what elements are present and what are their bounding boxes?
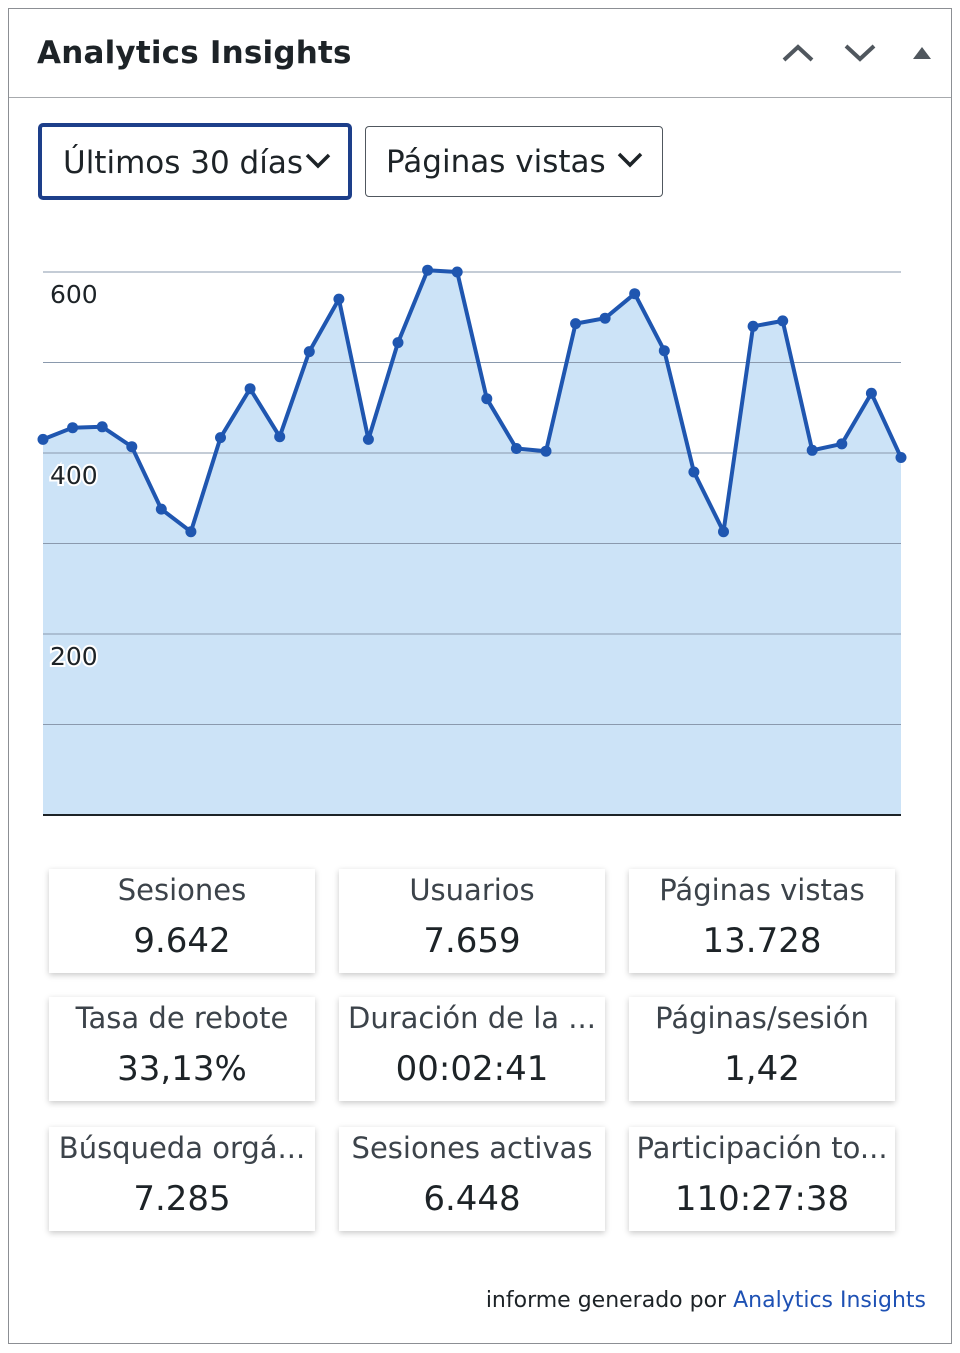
collapse-triangle-icon <box>913 47 931 59</box>
chart-data-point <box>658 345 670 357</box>
chevron-down-icon <box>305 153 331 169</box>
chart-data-point <box>599 312 611 324</box>
chart-data-point <box>274 431 286 443</box>
chart-data-point <box>392 337 404 349</box>
stat-label: Páginas vistas <box>659 873 865 907</box>
stat-card: Sesiones activas 6.448 <box>339 1127 605 1231</box>
stat-card: Participación to... 110:27:38 <box>629 1127 895 1231</box>
chart-data-point <box>67 422 79 434</box>
move-up-button[interactable] <box>775 31 821 75</box>
widget-title: Analytics Insights <box>37 35 352 71</box>
chart-y-tick-label: 400 <box>50 461 98 490</box>
chevron-down-icon <box>844 44 876 62</box>
chart-data-point <box>185 526 197 538</box>
stat-value: 1,42 <box>724 1049 800 1089</box>
chart-area-fill <box>43 270 901 815</box>
chart-data-point <box>806 444 818 456</box>
chart-data-point <box>895 452 907 463</box>
metric-select[interactable]: Páginas vistas <box>365 126 663 197</box>
stat-value: 00:02:41 <box>395 1049 549 1089</box>
period-select[interactable]: Últimos 30 días <box>39 124 351 199</box>
stat-value: 6.448 <box>423 1179 521 1219</box>
chart-y-tick-label: 200 <box>50 642 98 671</box>
chart-data-point <box>126 441 138 453</box>
chart-data-point <box>777 315 789 327</box>
stat-value: 7.285 <box>133 1179 231 1219</box>
stat-card: Búsqueda orgá... 7.285 <box>49 1127 315 1231</box>
chart-data-point <box>747 320 759 332</box>
chart-data-point <box>688 466 700 478</box>
widget-header: Analytics Insights <box>9 9 951 98</box>
chart-data-point <box>244 383 256 395</box>
stat-card: Páginas vistas 13.728 <box>629 869 895 973</box>
footer-text: informe generado por <box>485 1288 727 1313</box>
chart-data-point <box>718 526 729 538</box>
stat-card: Duración de la ... 00:02:41 <box>339 997 605 1101</box>
stat-label: Páginas/sesión <box>655 1001 869 1035</box>
chart-data-point <box>333 293 345 305</box>
report-footer: informe generado por Analytics Insights <box>486 1288 926 1313</box>
stat-card: Páginas/sesión 1,42 <box>629 997 895 1101</box>
chart-data-point <box>96 421 108 433</box>
stat-card: Tasa de rebote 33,13% <box>49 997 315 1101</box>
chart-data-point <box>422 264 434 276</box>
chart-data-point <box>451 266 463 278</box>
chart-data-point <box>303 346 315 358</box>
chart-data-point <box>215 432 226 444</box>
chart-data-point <box>510 443 522 454</box>
chevron-down-icon <box>617 152 643 168</box>
stat-card: Usuarios 7.659 <box>339 869 605 973</box>
pageviews-area-chart: 600 400 200 <box>37 264 907 816</box>
chart-data-point <box>570 318 582 330</box>
stat-card: Sesiones 9.642 <box>49 869 315 973</box>
chevron-up-icon <box>782 44 814 62</box>
stat-label: Duración de la ... <box>348 1001 596 1035</box>
chart-data-point <box>155 503 167 515</box>
stat-label: Participación to... <box>636 1131 888 1165</box>
footer-link[interactable]: Analytics Insights <box>733 1288 926 1313</box>
stat-value: 9.642 <box>133 921 231 961</box>
move-down-button[interactable] <box>837 31 883 75</box>
stat-label: Tasa de rebote <box>75 1001 289 1035</box>
stat-label: Búsqueda orgá... <box>58 1131 306 1165</box>
stat-label: Sesiones <box>117 873 247 907</box>
toggle-panel-button[interactable] <box>899 31 945 75</box>
stat-label: Sesiones activas <box>351 1131 593 1165</box>
chart-y-tick-label: 600 <box>50 280 98 309</box>
stat-label: Usuarios <box>409 873 535 907</box>
chart-data-point <box>629 288 641 300</box>
stat-value: 33,13% <box>117 1049 247 1089</box>
chart-data-point <box>362 433 374 445</box>
chart-data-point <box>37 433 49 445</box>
stat-value: 110:27:38 <box>674 1179 850 1219</box>
stat-value: 13.728 <box>702 921 822 961</box>
chart-data-point <box>836 438 848 450</box>
chart-data-point <box>540 445 552 457</box>
chart-data-point <box>481 393 493 405</box>
period-select-value: Últimos 30 días <box>63 145 303 181</box>
stat-value: 7.659 <box>423 921 521 961</box>
metric-select-value: Páginas vistas <box>386 144 606 180</box>
chart-data-point <box>865 387 877 399</box>
